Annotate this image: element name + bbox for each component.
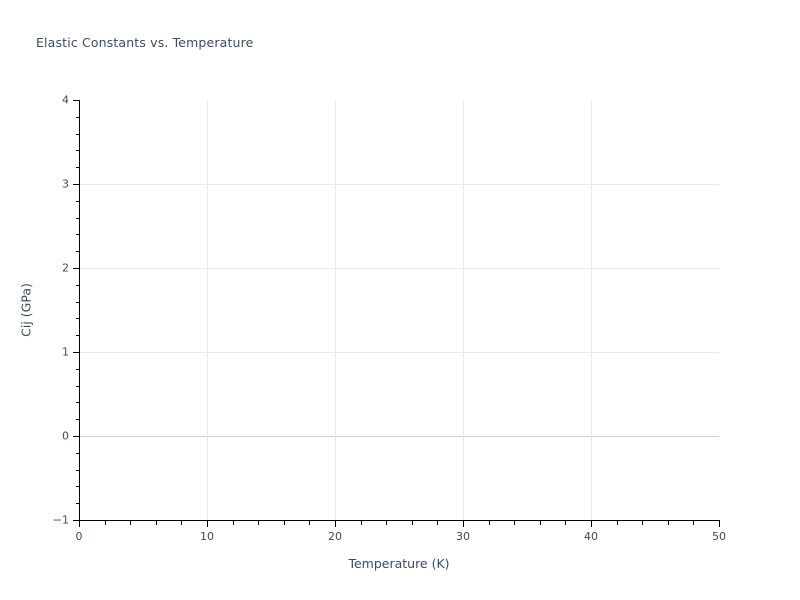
y-tick-minor (75, 368, 79, 370)
x-tick-label: 20 (328, 530, 342, 543)
y-tick-major-3 (73, 184, 79, 186)
x-tick-minor (667, 521, 669, 525)
y-tick-minor (75, 402, 79, 404)
x-tick-minor (642, 521, 644, 525)
plot-area (79, 100, 719, 520)
x-tick-label: 0 (75, 530, 83, 543)
y-tick-minor (75, 301, 79, 303)
x-tick-major-30 (463, 521, 465, 527)
x-tick-minor (514, 521, 516, 525)
y-tick-major-0 (73, 436, 79, 438)
x-tick-minor (693, 521, 695, 525)
gridline-y-2 (79, 268, 719, 269)
x-tick-major-10 (207, 521, 209, 527)
x-tick-minor (130, 521, 132, 525)
x-tick-minor (539, 521, 541, 525)
x-tick-minor (488, 521, 490, 525)
x-tick-minor (104, 521, 106, 525)
y-tick-label: 2 (62, 261, 69, 275)
y-axis-spine (79, 100, 81, 521)
y-tick-minor (75, 200, 79, 202)
x-tick-minor (181, 521, 183, 525)
y-tick-minor (75, 150, 79, 152)
x-tick-minor (437, 521, 439, 525)
x-tick-major-20 (335, 521, 337, 527)
x-tick-minor (155, 521, 157, 525)
y-tick-minor (75, 335, 79, 337)
y-tick-minor (75, 385, 79, 387)
gridline-x-20 (335, 100, 336, 520)
x-tick-major-40 (591, 521, 593, 527)
y-tick-minor (75, 419, 79, 421)
y-tick-minor (75, 486, 79, 488)
y-tick-minor (75, 133, 79, 135)
x-tick-minor (232, 521, 234, 525)
gridline-y-3 (79, 184, 719, 185)
y-tick-minor (75, 251, 79, 253)
x-tick-minor (309, 521, 311, 525)
x-tick-label: 50 (712, 530, 726, 543)
y-tick-major-4 (73, 100, 79, 102)
x-tick-major-50 (719, 521, 721, 527)
y-tick-label: 0 (62, 429, 69, 443)
gridline-x-40 (591, 100, 592, 520)
y-tick-label: 1 (62, 345, 69, 359)
x-tick-minor (386, 521, 388, 525)
y-tick-minor (75, 167, 79, 169)
y-tick-minor (75, 284, 79, 286)
x-tick-minor (616, 521, 618, 525)
x-tick-minor (360, 521, 362, 525)
gridline-y-0 (79, 436, 719, 437)
x-tick-minor (258, 521, 260, 525)
y-tick-minor (75, 234, 79, 236)
x-tick-minor (283, 521, 285, 525)
y-tick-minor (75, 503, 79, 505)
y-tick-major-2 (73, 268, 79, 270)
gridline-x-10 (207, 100, 208, 520)
y-tick-minor (75, 217, 79, 219)
x-axis-label: Temperature (K) (348, 556, 450, 571)
y-tick-minor (75, 469, 79, 471)
x-tick-label: 10 (200, 530, 214, 543)
x-tick-label: 30 (456, 530, 470, 543)
y-axis-label: Cij (GPa) (18, 283, 34, 337)
y-tick-label: −1 (52, 513, 69, 527)
gridline-x-30 (463, 100, 464, 520)
y-tick-major-m1 (73, 520, 79, 522)
y-tick-label: 4 (62, 93, 69, 107)
x-tick-label: 40 (584, 530, 598, 543)
x-tick-minor (411, 521, 413, 525)
x-tick-minor (565, 521, 567, 525)
data-series-layer (79, 100, 719, 520)
y-tick-minor (75, 318, 79, 320)
y-tick-minor (75, 116, 79, 118)
gridline-y-1 (79, 352, 719, 353)
y-tick-minor (75, 452, 79, 454)
y-tick-major-1 (73, 352, 79, 354)
x-axis-spine (79, 520, 720, 522)
page-title: Elastic Constants vs. Temperature (36, 35, 254, 50)
x-tick-major-0 (79, 521, 81, 527)
y-tick-label: 3 (62, 177, 69, 191)
